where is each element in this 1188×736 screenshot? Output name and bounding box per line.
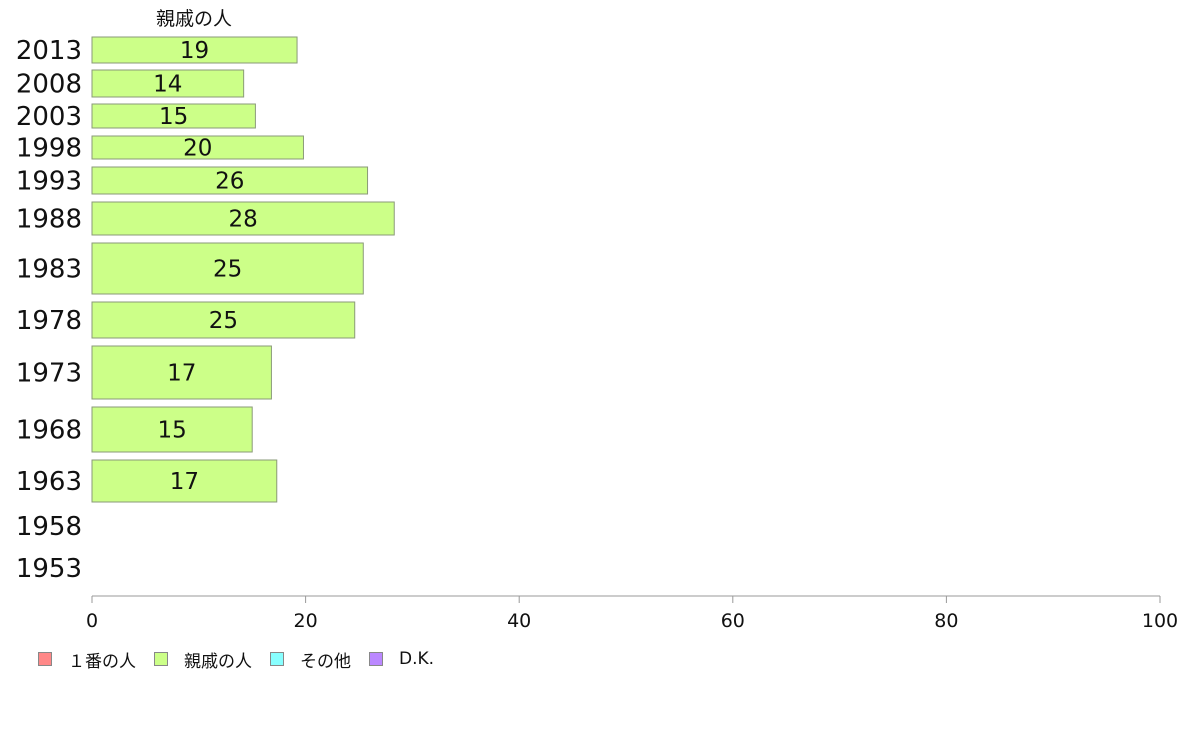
bar [91, 301, 356, 339]
y-tick-label: 2008 [16, 70, 82, 100]
legend: １番の人 親戚の人 その他 D.K. [38, 647, 452, 672]
bar [91, 345, 272, 400]
legend-label: 親戚の人 [184, 651, 252, 672]
bar [91, 166, 369, 195]
legend-label: その他 [300, 651, 351, 672]
bar-value-label: 19 [180, 38, 209, 64]
x-tick-label: 60 [721, 610, 745, 632]
legend-label: D.K. [399, 649, 435, 669]
y-tick-label: 1998 [16, 134, 82, 164]
x-tick-label: 40 [507, 610, 531, 632]
bar-value-label: 28 [228, 207, 257, 233]
bar-value-label: 25 [213, 257, 242, 283]
y-tick-label: 1983 [16, 255, 82, 285]
x-tick-label: 80 [934, 610, 958, 632]
y-tick-label: 1953 [16, 554, 82, 584]
legend-item: D.K. [369, 649, 434, 669]
bar [91, 201, 395, 236]
x-tick-label: 0 [86, 610, 98, 632]
y-tick-label: 2013 [16, 36, 82, 66]
y-tick-label: 1963 [16, 467, 82, 497]
y-tick-label: 1988 [16, 205, 82, 235]
y-tick-label: 1993 [16, 167, 82, 197]
legend-item: その他 [270, 647, 351, 672]
chart-title: 親戚の人 [156, 8, 232, 30]
bar-value-label: 14 [153, 72, 182, 98]
bar-value-label: 15 [159, 104, 188, 130]
bar-value-label: 17 [167, 361, 196, 387]
legend-swatch [38, 652, 52, 666]
y-tick-label: 2003 [16, 102, 82, 132]
bar [91, 459, 278, 503]
y-tick-label: 1958 [16, 512, 82, 542]
legend-swatch [369, 652, 383, 666]
bar [91, 242, 364, 295]
legend-label: １番の人 [68, 651, 136, 672]
y-tick-label: 1968 [16, 416, 82, 446]
x-tick-label: 100 [1142, 610, 1178, 632]
bar [91, 103, 256, 129]
x-tick-label: 20 [294, 610, 318, 632]
bar [91, 406, 253, 453]
bar [91, 69, 245, 98]
bar-value-label: 25 [209, 308, 238, 334]
x-axis: 0 20 40 60 80 100 [86, 595, 1178, 632]
bar [91, 36, 298, 64]
bar-value-label: 17 [170, 469, 199, 495]
legend-item: 親戚の人 [154, 647, 252, 672]
bar [91, 135, 304, 160]
legend-swatch [270, 652, 284, 666]
bar-value-label: 26 [215, 169, 244, 195]
y-tick-label: 1978 [16, 306, 82, 336]
bar-value-label: 15 [157, 418, 186, 444]
legend-item: １番の人 [38, 647, 136, 672]
legend-swatch [154, 652, 168, 666]
y-tick-label: 1973 [16, 359, 82, 389]
bar-value-label: 20 [183, 136, 212, 162]
